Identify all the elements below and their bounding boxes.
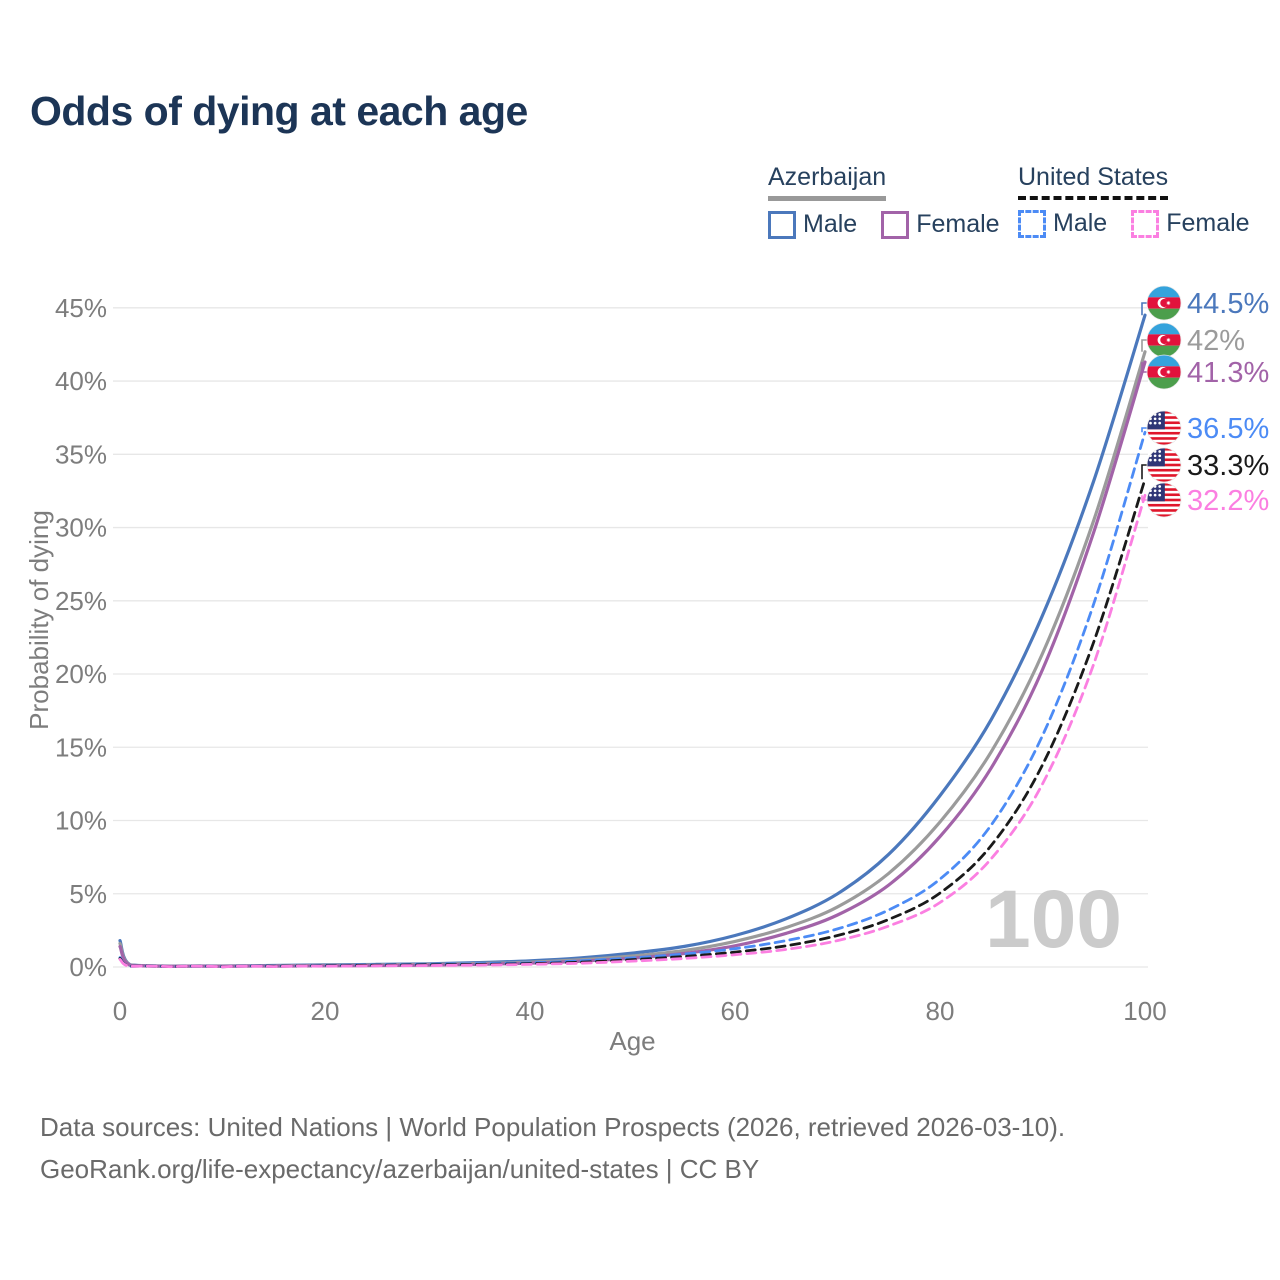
legend-item-united-states-female[interactable]: Female bbox=[1131, 209, 1250, 238]
age-watermark: 100 bbox=[985, 874, 1122, 965]
legend: Azerbaijan Male Female United States Mal… bbox=[0, 163, 1280, 243]
y-tick-label: 25% bbox=[55, 586, 107, 616]
series-line-azerbaijan-male bbox=[118, 313, 1147, 968]
azerbaijan-flag-icon bbox=[1146, 322, 1182, 358]
end-value-label-united-states-female: 32.2% bbox=[1187, 485, 1269, 517]
x-tick-label: 20 bbox=[311, 996, 340, 1026]
y-tick-label: 45% bbox=[55, 293, 107, 323]
end-value-label-azerbaijan-both-sexes: 42% bbox=[1187, 325, 1245, 357]
legend-item-label: Male bbox=[1053, 209, 1108, 237]
legend-group-united-states: United States Male Female bbox=[1018, 163, 1250, 238]
end-value-label-azerbaijan-female: 41.3% bbox=[1187, 357, 1269, 389]
y-tick-label: 30% bbox=[55, 513, 107, 543]
end-value-label-united-states-male: 36.5% bbox=[1187, 413, 1269, 445]
data-sources-text: Data sources: United Nations | World Pop… bbox=[40, 1112, 1066, 1142]
y-tick-label: 20% bbox=[55, 659, 107, 689]
y-axis-title: Probability of dying bbox=[24, 510, 54, 730]
attribution-text: GeoRank.org/life-expectancy/azerbaijan/u… bbox=[40, 1154, 760, 1184]
y-tick-label: 0% bbox=[69, 952, 107, 982]
azerbaijan-flag-icon bbox=[1146, 285, 1182, 321]
legend-group-azerbaijan: Azerbaijan Male Female bbox=[768, 163, 1000, 239]
y-tick-label: 40% bbox=[55, 366, 107, 396]
y-tick-label: 35% bbox=[55, 439, 107, 469]
y-tick-label: 5% bbox=[69, 879, 107, 909]
end-value-label-united-states-both-sexes: 33.3% bbox=[1187, 450, 1269, 482]
united-states-male-swatch bbox=[1018, 209, 1046, 238]
legend-item-united-states-male[interactable]: Male bbox=[1018, 209, 1107, 238]
united-states-flag-icon bbox=[1146, 482, 1182, 518]
legend-item-label: Female bbox=[916, 210, 1000, 238]
legend-item-label: Female bbox=[1166, 209, 1250, 237]
y-tick-label: 15% bbox=[55, 732, 107, 762]
x-tick-label: 60 bbox=[721, 996, 750, 1026]
page-title: Odds of dying at each age bbox=[30, 88, 528, 134]
x-axis-title: Age bbox=[609, 1026, 655, 1056]
x-tick-label: 0 bbox=[113, 996, 127, 1026]
legend-country-united-states: United States bbox=[1018, 163, 1169, 200]
azerbaijan-male-swatch bbox=[768, 210, 796, 239]
x-tick-label: 100 bbox=[1123, 996, 1166, 1026]
mortality-line-chart[interactable]: 0% 5% 10% 15% 20% 25% 30% 35% 40% 45% 0 20 40 60 80 100… bbox=[0, 0, 1280, 1080]
y-tick-label: 10% bbox=[55, 806, 107, 836]
united-states-flag-icon bbox=[1146, 410, 1182, 446]
series-line-united-states-female bbox=[118, 493, 1147, 969]
legend-row-azerbaijan: Male Female bbox=[768, 210, 1000, 239]
united-states-female-swatch bbox=[1131, 209, 1160, 238]
legend-row-united-states: Male Female bbox=[1018, 209, 1250, 238]
legend-item-label: Male bbox=[803, 210, 858, 238]
legend-item-azerbaijan-male[interactable]: Male bbox=[768, 210, 857, 239]
series-line-united-states-male bbox=[118, 430, 1147, 969]
azerbaijan-female-swatch bbox=[881, 210, 910, 239]
legend-item-azerbaijan-female[interactable]: Female bbox=[881, 210, 1000, 239]
legend-country-azerbaijan: Azerbaijan bbox=[768, 163, 887, 201]
x-tick-label: 40 bbox=[516, 996, 545, 1026]
azerbaijan-flag-icon bbox=[1146, 354, 1182, 390]
footer: Data sources: United Nations | World Pop… bbox=[40, 1106, 1065, 1190]
end-value-label-azerbaijan-male: 44.5% bbox=[1187, 288, 1269, 320]
x-tick-label: 80 bbox=[926, 996, 955, 1026]
united-states-flag-icon bbox=[1146, 447, 1182, 483]
